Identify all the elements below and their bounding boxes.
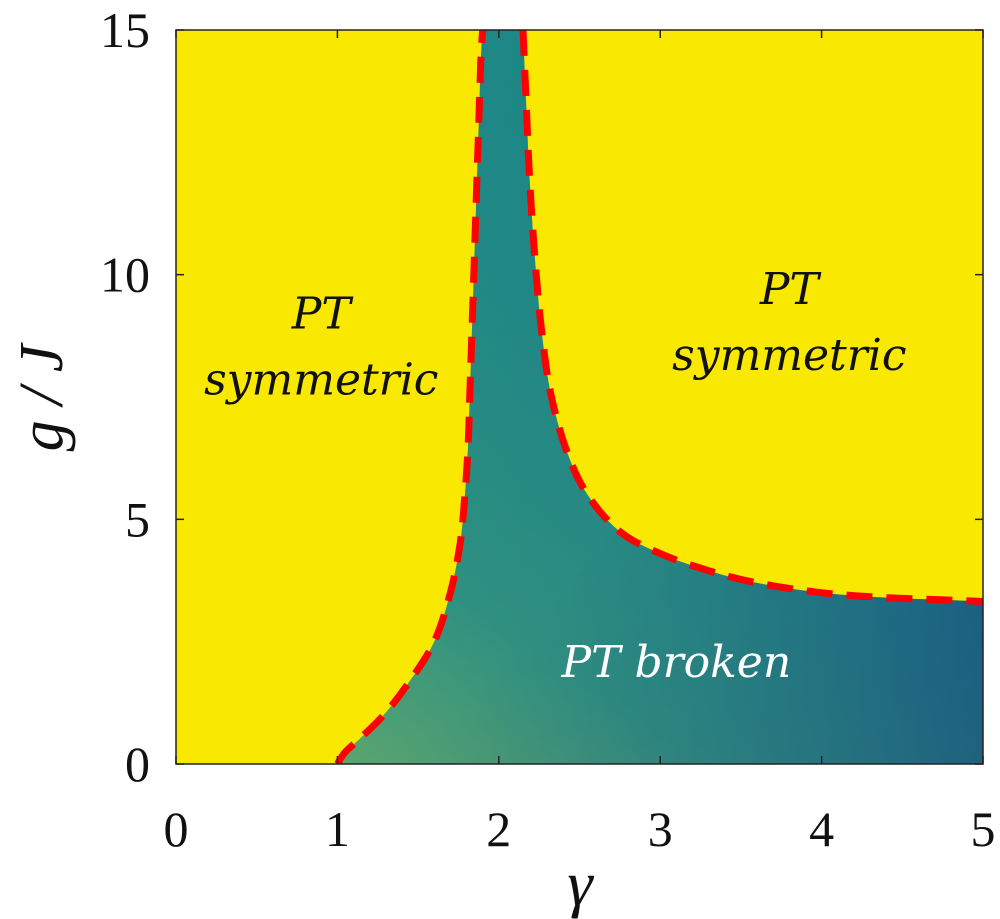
x-axis: 0 1 2 3 4 5: [164, 30, 996, 857]
right-phase-boundary-line: [519, 30, 983, 605]
x-tick-label: 0: [164, 801, 189, 857]
region-label-broken: PT broken: [561, 637, 792, 688]
region-label-left-line2: symmetric: [204, 354, 438, 405]
x-axis-label: γ: [567, 848, 594, 919]
x-tick-label: 3: [648, 801, 673, 857]
left-phase-boundary-line: [334, 30, 487, 764]
x-tick-label: 4: [809, 801, 834, 857]
region-label-left-line1: PT: [291, 288, 355, 339]
plot-frame: [175, 29, 984, 765]
region-label-right-line2: symmetric: [672, 330, 906, 381]
y-axis: 0 5 10 15: [100, 2, 983, 792]
y-axis-label: g / J: [8, 342, 76, 451]
broken-phase-region: [337, 30, 983, 764]
y-tick-label: 10: [100, 247, 150, 303]
broken-region-edge-shading: [337, 30, 983, 764]
y-tick-label: 15: [100, 2, 150, 58]
y-tick-label: 5: [125, 491, 150, 547]
x-tick-label: 2: [486, 801, 511, 857]
x-tick-label: 5: [971, 801, 996, 857]
region-label-right-line1: PT: [759, 264, 823, 315]
x-tick-label: 1: [325, 801, 350, 857]
y-tick-label: 0: [125, 736, 150, 792]
